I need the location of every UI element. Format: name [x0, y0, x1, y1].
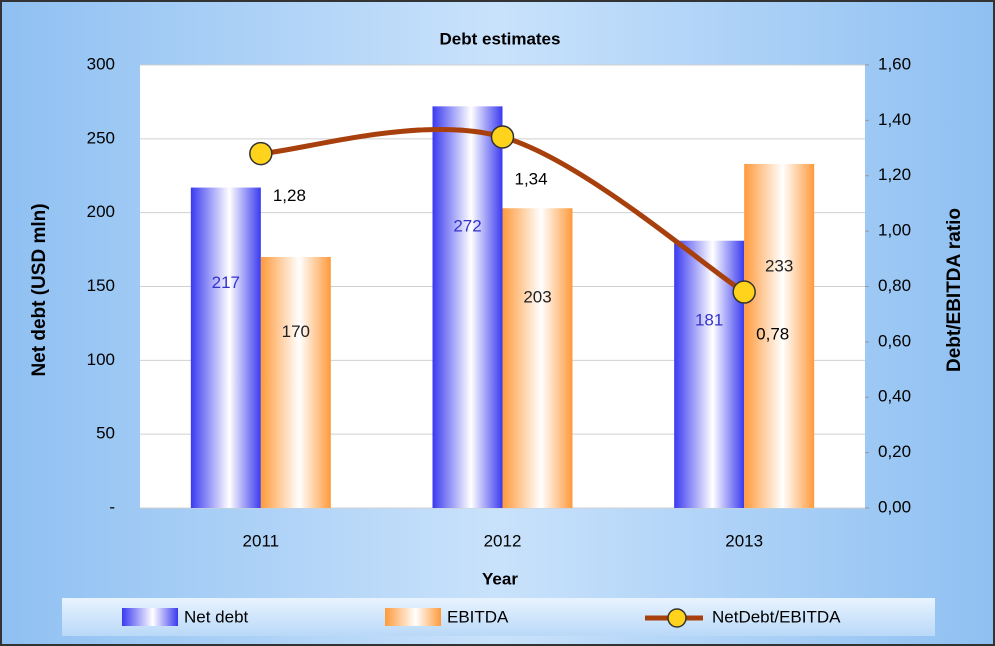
legend-label: EBITDA [447, 607, 509, 626]
y-tick-label: - [109, 497, 115, 516]
bar [502, 208, 573, 508]
legend-label: Net debt [184, 607, 249, 626]
bar-value-label: 181 [695, 310, 723, 329]
bar [744, 163, 815, 509]
bar-value-label: 203 [523, 288, 551, 307]
bar [190, 187, 261, 508]
legend-marker [667, 608, 687, 628]
x-tick-label: 2013 [725, 531, 763, 550]
legend-label: NetDebt/EBITDA [712, 607, 841, 626]
y-axis-label: Net debt (USD mln) [29, 203, 50, 376]
y2-tick-label: 1,60 [878, 54, 911, 73]
legend-swatch [122, 608, 178, 626]
y2-tick-label: 0,00 [878, 497, 911, 516]
y2-axis-label: Debt/EBITDA ratio [944, 208, 965, 372]
y-tick-label: 150 [87, 276, 115, 295]
y2-tick-label: 0,60 [878, 331, 911, 350]
bar [432, 106, 503, 508]
legend-box [62, 598, 935, 636]
bar-value-label: 272 [453, 216, 481, 235]
line-value-label: 1,28 [273, 186, 306, 205]
y2-tick-label: 0,40 [878, 387, 911, 406]
y-tick-label: 100 [87, 350, 115, 369]
chart-title: Debt estimates [440, 29, 561, 48]
bar-value-label: 217 [212, 273, 240, 292]
x-axis-label: Year [482, 569, 518, 588]
line-marker [249, 141, 273, 166]
line-value-label: 1,34 [515, 169, 548, 188]
bar [674, 240, 745, 508]
y2-tick-label: 1,00 [878, 221, 911, 240]
y2-tick-label: 1,40 [878, 110, 911, 129]
x-tick-label: 2012 [484, 531, 522, 550]
y2-tick-label: 0,80 [878, 276, 911, 295]
y-tick-label: 50 [96, 424, 115, 443]
bar-value-label: 233 [765, 257, 793, 276]
y-tick-label: 200 [87, 202, 115, 221]
y-tick-label: 300 [87, 54, 115, 73]
bar [260, 256, 331, 508]
bar-value-label: 170 [282, 322, 310, 341]
y2-tick-label: 1,20 [878, 165, 911, 184]
line-value-label: 0,78 [756, 325, 789, 344]
legend-swatch [385, 608, 441, 626]
line-marker [732, 280, 756, 304]
y-tick-label: 250 [87, 128, 115, 147]
x-tick-label: 2011 [243, 531, 280, 550]
line-marker [490, 125, 515, 149]
y2-tick-label: 0,20 [878, 442, 911, 461]
